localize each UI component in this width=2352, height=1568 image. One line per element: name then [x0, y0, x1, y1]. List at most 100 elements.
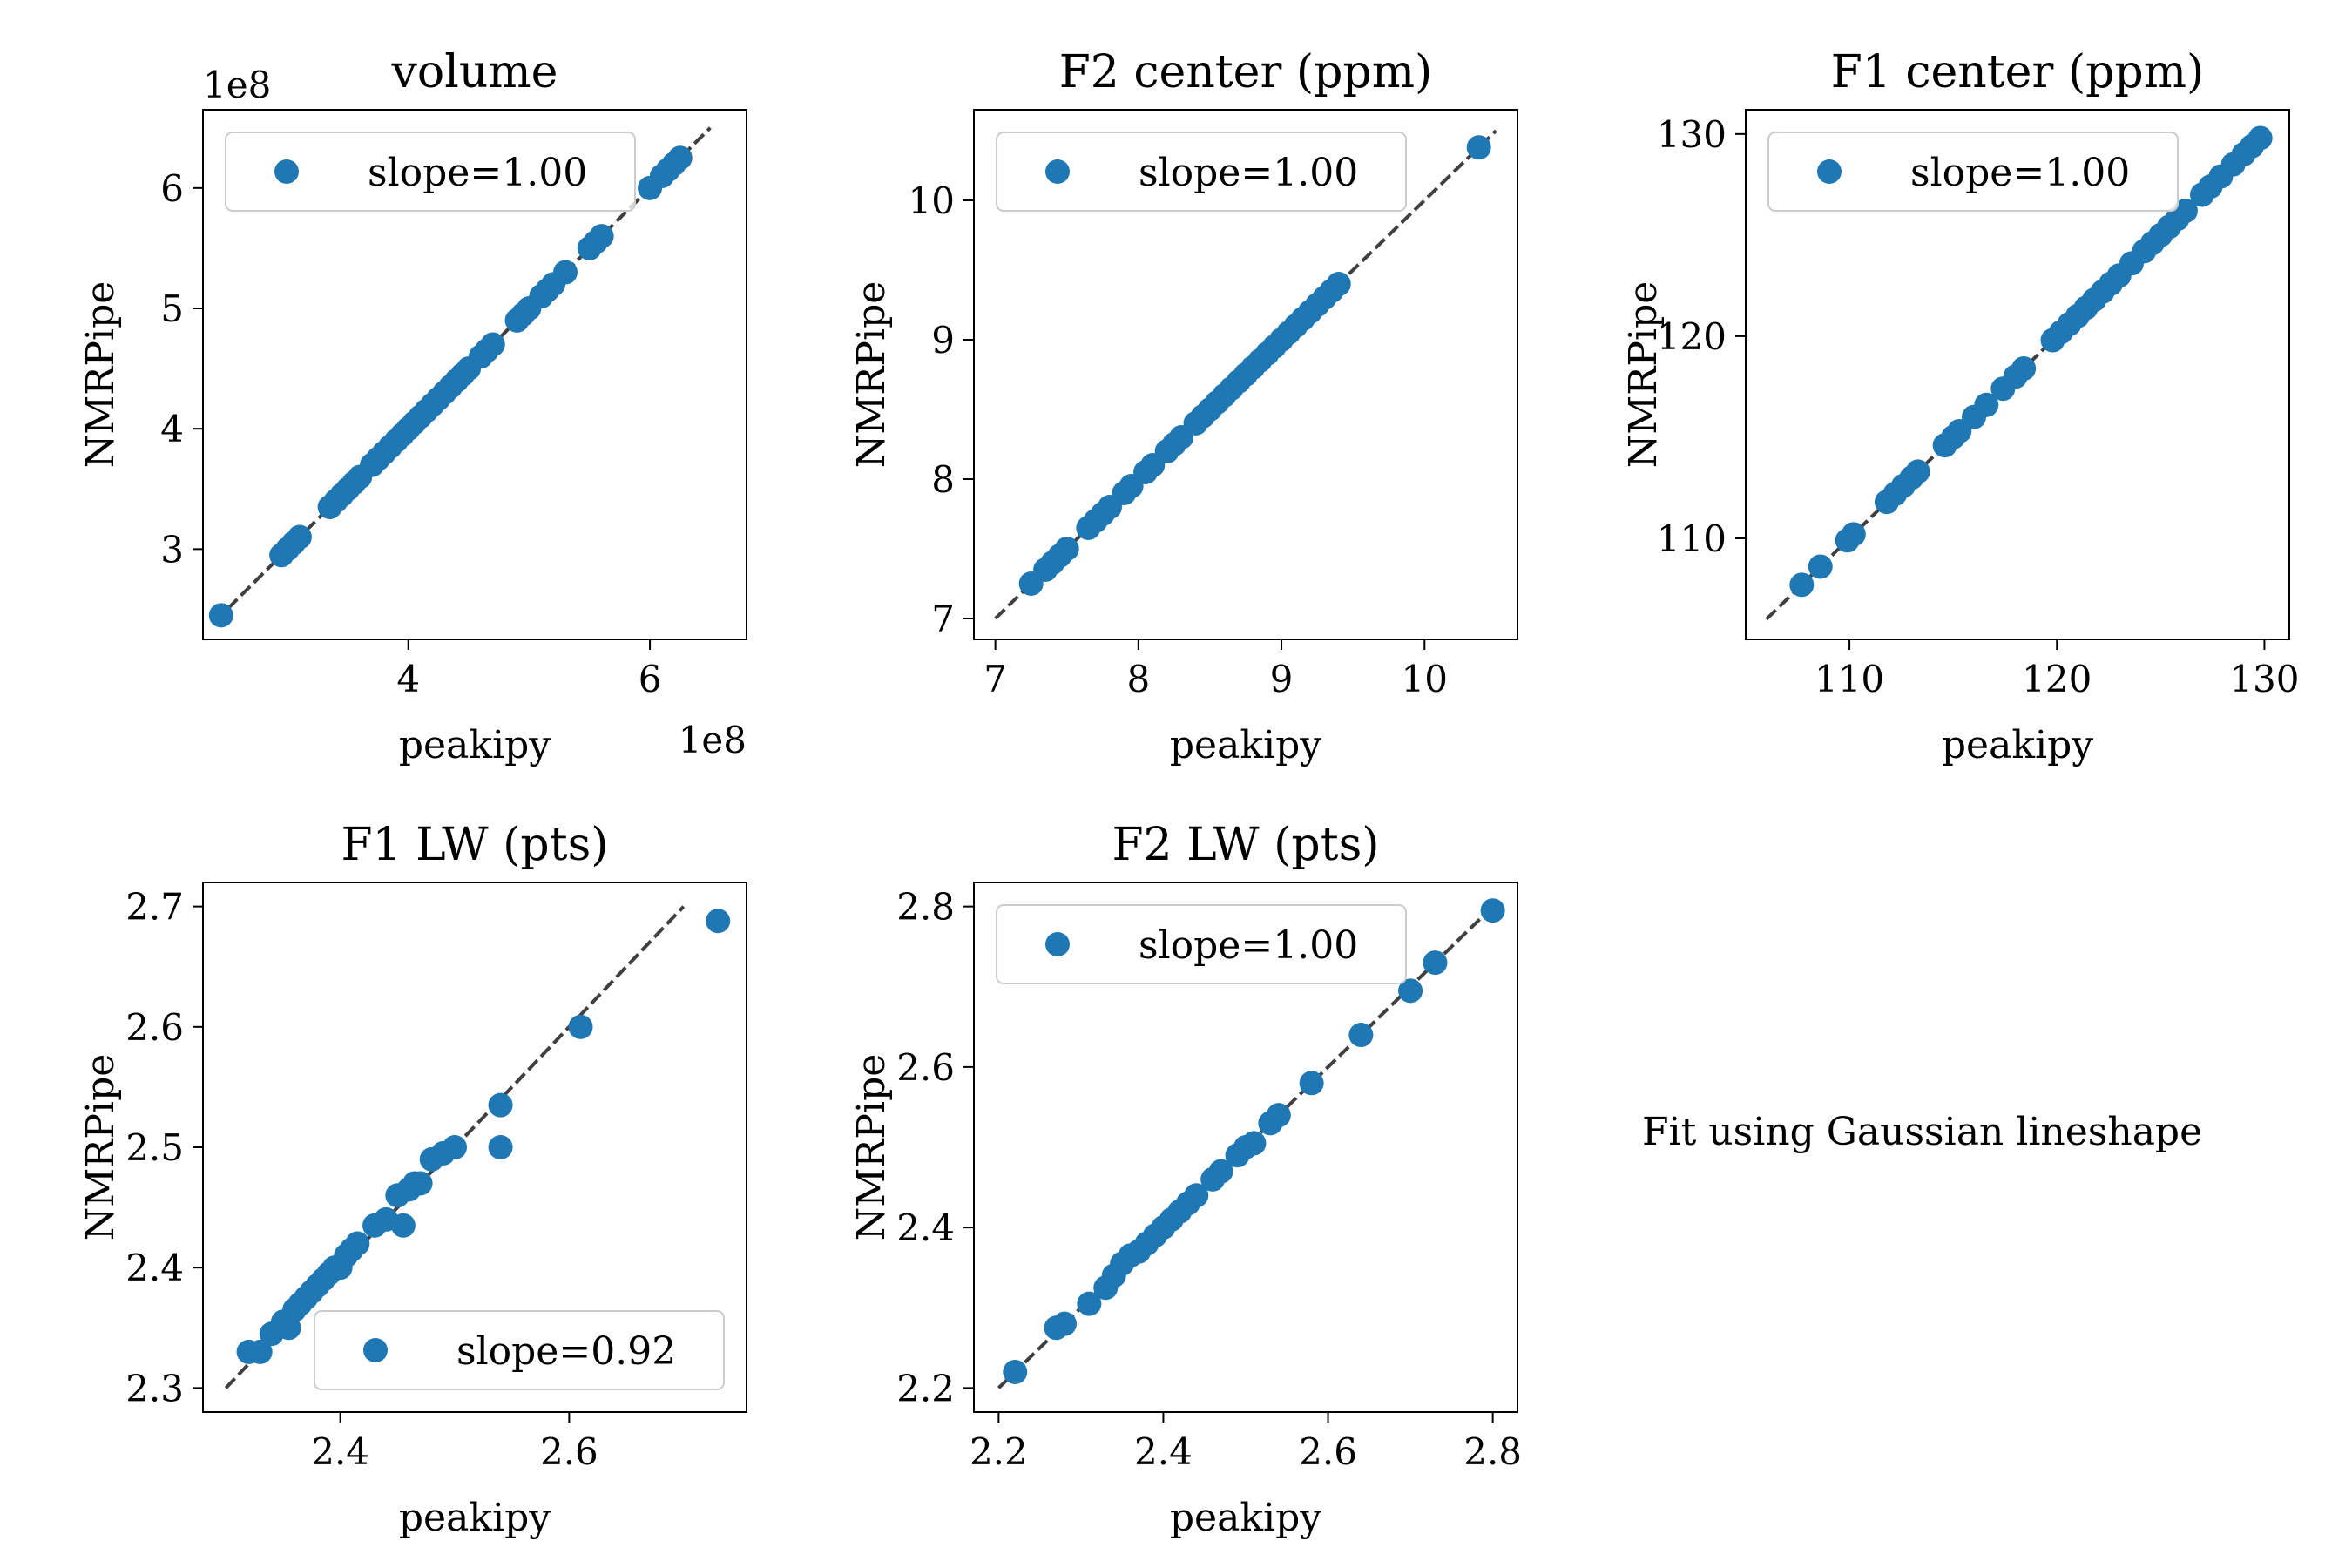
x-tick-label: 10	[1402, 658, 1448, 700]
axes-frame	[973, 109, 1518, 640]
data-point	[480, 332, 505, 357]
y-offset-text: 1e8	[203, 64, 271, 106]
data-point	[2173, 199, 2198, 224]
data-point	[553, 260, 578, 285]
data-point	[1299, 1071, 1324, 1096]
data-point	[2011, 356, 2037, 382]
y-tick-label: 6	[160, 167, 184, 210]
data-point	[1052, 1311, 1077, 1336]
x-tick-label: 8	[1126, 658, 1150, 700]
legend-marker	[1045, 159, 1070, 184]
y-tick-label: 8	[931, 458, 955, 501]
y-axis-label: NMRPipe	[78, 1054, 123, 1241]
legend-box	[1767, 132, 2179, 212]
x-tick-label: 110	[1815, 658, 1884, 700]
subplot-1: volume peakipy NMRPipe 4 6 3 4 5 6 1e8 1e8 slope=1.…	[78, 46, 747, 767]
y-tick-label: 7	[931, 598, 955, 640]
y-tick-label: 120	[1657, 315, 1727, 358]
axes-frame	[1745, 109, 2290, 640]
x-axis-label: peakipy	[1942, 723, 2093, 767]
data-point	[1423, 950, 1448, 976]
x-tick-label: 9	[1270, 658, 1294, 700]
y-tick-label: 110	[1657, 517, 1727, 560]
y-tick-label: 2.6	[125, 1006, 184, 1049]
x-tick-label: 2.6	[1299, 1430, 1357, 1473]
axes-frame	[973, 882, 1518, 1413]
data-point	[1808, 554, 1833, 579]
data-point	[208, 603, 233, 628]
y-tick-label: 2.7	[125, 886, 184, 929]
y-tick-label: 2.4	[125, 1247, 184, 1289]
x-axis-label: peakipy	[1170, 723, 1321, 767]
y-tick-label: 2.5	[125, 1126, 184, 1169]
data-point	[568, 1014, 593, 1039]
legend-label: slope=0.92	[456, 1329, 676, 1374]
data-point	[1480, 898, 1505, 923]
x-offset-text: 1e8	[679, 719, 747, 761]
data-point	[1841, 522, 1866, 547]
legend-marker	[1045, 932, 1070, 956]
x-axis-label: peakipy	[399, 723, 551, 767]
data-point	[706, 909, 731, 934]
plot-title: F1 LW (pts)	[341, 819, 608, 871]
x-tick-label: 2.4	[1134, 1430, 1193, 1473]
y-tick-label: 2.4	[896, 1206, 955, 1249]
legend-box	[996, 904, 1407, 984]
plot-title: F2 LW (pts)	[1112, 819, 1379, 871]
data-point	[1208, 1159, 1233, 1184]
subplot-3: F1 center (ppm) peakipy NMRPipe 110 120 130 11…	[1621, 46, 2300, 767]
y-axis-label: NMRPipe	[78, 281, 123, 469]
y-tick-label: 5	[160, 287, 184, 330]
data-point	[1905, 459, 1930, 484]
legend-marker	[274, 159, 299, 184]
data-point	[1077, 1291, 1102, 1316]
data-point	[488, 1092, 513, 1118]
legend-label: slope=1.00	[368, 151, 587, 195]
x-tick-label: 7	[983, 658, 1007, 700]
y-tick-label: 4	[160, 408, 184, 450]
y-tick-label: 130	[1657, 113, 1727, 156]
x-tick-label: 4	[396, 658, 420, 700]
data-point	[1326, 272, 1351, 296]
data-point	[667, 145, 693, 171]
plot-title: volume	[391, 46, 558, 98]
y-tick-label: 9	[931, 319, 955, 362]
legend-label: slope=1.00	[1910, 151, 2130, 195]
fit-note: Fit using Gaussian lineshape	[1642, 1110, 2202, 1154]
data-point	[345, 1231, 370, 1256]
x-tick-label: 2.6	[540, 1430, 598, 1473]
data-point	[390, 1213, 416, 1238]
legend-marker	[363, 1338, 388, 1362]
legend: slope=1.00	[996, 132, 1407, 212]
x-tick-label: 6	[639, 658, 662, 700]
plot-title: F2 center (ppm)	[1059, 46, 1433, 98]
axes-frame	[202, 109, 747, 640]
y-tick-label: 2.2	[896, 1367, 955, 1409]
data-point	[2247, 125, 2273, 151]
subplot-2: F2 center (ppm) peakipy NMRPipe 7 8 9 10 7 8 9 10 s…	[849, 46, 1518, 767]
data-point	[1241, 1131, 1267, 1156]
y-tick-label: 2.8	[896, 886, 955, 929]
legend: slope=1.00	[996, 904, 1407, 984]
data-point	[247, 1339, 273, 1364]
data-point	[1054, 537, 1079, 561]
x-tick-label: 130	[2229, 658, 2299, 700]
y-tick-label: 3	[160, 528, 184, 571]
data-point	[1003, 1359, 1028, 1384]
y-axis-label: NMRPipe	[849, 1054, 894, 1241]
y-tick-label: 2.3	[125, 1367, 184, 1409]
y-tick-label: 2.6	[896, 1046, 955, 1089]
data-point	[408, 1171, 433, 1196]
legend: slope=1.00	[225, 132, 636, 212]
legend-box	[225, 132, 636, 212]
legend: slope=0.92	[314, 1310, 725, 1390]
y-axis-label: NMRPipe	[849, 281, 894, 469]
legend-box	[314, 1310, 725, 1390]
x-tick-label: 2.2	[970, 1430, 1028, 1473]
data-point	[1398, 978, 1423, 1004]
y-tick-label: 10	[909, 179, 955, 222]
legend: slope=1.00	[1767, 132, 2179, 212]
x-tick-label: 120	[2022, 658, 2092, 700]
data-point	[1348, 1023, 1374, 1048]
